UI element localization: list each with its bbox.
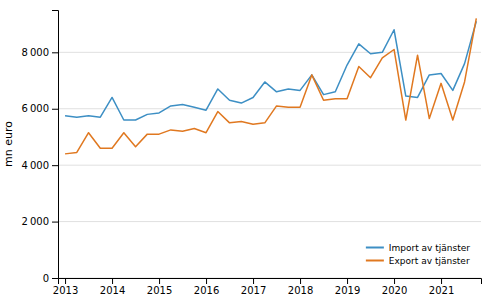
tick-label: 2019 — [335, 285, 360, 296]
tick-label: 2013 — [53, 285, 78, 296]
plot-area — [65, 18, 476, 153]
x-tick: 2019 — [335, 278, 360, 296]
x-tick: 2021 — [429, 278, 454, 296]
x-tick: 2020 — [382, 278, 407, 296]
y-tick: 6 000 — [22, 103, 58, 114]
x-tick: 2013 — [53, 278, 78, 296]
axis-line — [52, 11, 59, 279]
tick-label: 4 000 — [22, 160, 49, 171]
chart: 2013 2014 2015 2016 2017 2018 2019 2020 2021 0 2 0… — [0, 0, 493, 304]
tick-mark — [347, 278, 348, 284]
tick-mark — [52, 165, 58, 166]
axis-line — [59, 279, 482, 285]
grid-line — [58, 221, 481, 222]
tick-mark — [394, 278, 395, 284]
tick-mark — [112, 278, 113, 284]
x-axis: 2013 2014 2015 2016 2017 2018 2019 2020 2021 — [53, 278, 482, 296]
tick-label: 2020 — [382, 285, 407, 296]
grid-line — [58, 108, 481, 109]
tick-mark — [52, 109, 58, 110]
tick-label: 2021 — [429, 285, 454, 296]
grid-line — [58, 52, 481, 53]
x-tick: 2016 — [194, 278, 219, 296]
y-axis-title: mn euro — [2, 121, 15, 167]
y-axis: 0 2 000 4 000 6 000 8 000 — [22, 11, 59, 284]
tick-label: 2017 — [241, 285, 266, 296]
tick-mark — [300, 278, 301, 284]
tick-mark — [441, 278, 442, 284]
legend-label: Import av tjänster — [389, 243, 470, 253]
x-tick: 2018 — [288, 278, 313, 296]
tick-label: 2 000 — [22, 216, 49, 227]
tick-label: 2016 — [194, 285, 219, 296]
tick-label: 2018 — [288, 285, 313, 296]
y-tick: 8 000 — [22, 47, 58, 58]
x-tick: 2017 — [241, 278, 266, 296]
legend-swatch — [366, 247, 384, 249]
tick-mark — [253, 278, 254, 284]
x-tick: 2014 — [100, 278, 125, 296]
tick-mark — [65, 278, 66, 284]
legend-label: Export av tjänster — [389, 256, 470, 266]
tick-mark — [52, 222, 58, 223]
tick-label: 2015 — [147, 285, 172, 296]
tick-label: 2014 — [100, 285, 125, 296]
y-tick: 0 — [43, 273, 58, 284]
x-tick: 2015 — [147, 278, 172, 296]
tick-mark — [159, 278, 160, 284]
tick-mark — [52, 278, 58, 279]
tick-mark — [52, 52, 58, 53]
legend-swatch — [366, 260, 384, 262]
legend: Import av tjänster Export av tjänster — [361, 236, 475, 272]
y-tick: 4 000 — [22, 160, 58, 171]
y-tick: 2 000 — [22, 216, 58, 227]
series-line — [65, 18, 476, 153]
tick-label: 8 000 — [22, 47, 49, 58]
grid-line — [58, 165, 481, 166]
tick-mark — [206, 278, 207, 284]
legend-item: Import av tjänster — [366, 243, 470, 253]
legend-background — [361, 236, 475, 272]
tick-label: 0 — [43, 273, 49, 284]
tick-label: 6 000 — [22, 103, 49, 114]
legend-item: Export av tjänster — [366, 256, 470, 266]
